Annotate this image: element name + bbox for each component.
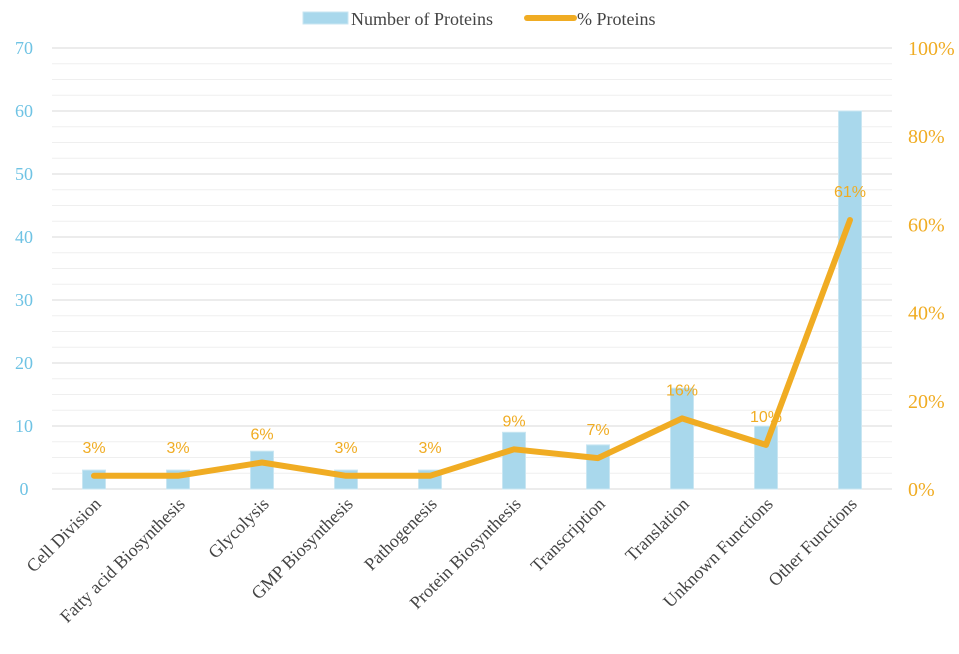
right-axis-tick-label: 100% [908, 38, 955, 60]
left-axis-tick-label: 50 [15, 164, 33, 184]
right-axis-tick-label: 80% [908, 126, 945, 148]
left-axis-tick-label: 0 [20, 479, 29, 499]
legend: Number of Proteins % Proteins [302, 9, 656, 29]
left-axis-tick-label: 40 [15, 227, 33, 247]
data-label: 61% [834, 184, 866, 201]
legend-swatch-bars [302, 11, 349, 25]
x-axis-label: Translation [621, 494, 693, 566]
right-axis-tick-label: 0% [908, 479, 935, 501]
x-axis-label: Cell Division [22, 494, 104, 576]
x-axis-label: Other Functions [764, 494, 861, 591]
x-axis-label: Pathogenesis [360, 494, 441, 575]
bar [670, 387, 694, 490]
left-axis-tick-label: 30 [15, 290, 33, 310]
x-axis-label: Transcription [527, 494, 609, 576]
left-axis-tick-label: 60 [15, 101, 33, 121]
line-series-path [91, 217, 853, 479]
right-axis-tick-label: 60% [908, 214, 945, 236]
x-axis-label: Glycolysis [204, 494, 273, 563]
legend-label-line: % Proteins [577, 9, 656, 29]
data-label: 10% [750, 409, 782, 426]
right-axis-tick-label: 20% [908, 391, 945, 413]
data-label: 6% [250, 427, 273, 444]
right-axis-ticks: 0% 20% 40% 60% 80% 100% [908, 38, 955, 501]
data-labels: 3% 3% 6% 3% 3% 9% 7% 16% 10% 61% [82, 184, 866, 457]
data-label: 3% [166, 440, 189, 457]
bar [502, 431, 526, 490]
bar [838, 110, 862, 490]
bar [250, 450, 274, 490]
left-axis-ticks: 0 10 20 30 40 50 60 70 [15, 38, 33, 499]
legend-label-bars: Number of Proteins [351, 9, 493, 29]
data-label: 3% [418, 440, 441, 457]
bar [754, 425, 778, 490]
left-axis-tick-label: 10 [15, 416, 33, 436]
left-axis-tick-label: 20 [15, 353, 33, 373]
left-axis-tick-label: 70 [15, 38, 33, 58]
data-label: 16% [666, 382, 698, 399]
data-label: 7% [586, 422, 609, 439]
data-label: 3% [334, 440, 357, 457]
line-series [91, 217, 853, 479]
data-label: 3% [82, 440, 105, 457]
right-axis-tick-label: 40% [908, 303, 945, 325]
data-label: 9% [502, 413, 525, 430]
gridlines [52, 47, 892, 490]
